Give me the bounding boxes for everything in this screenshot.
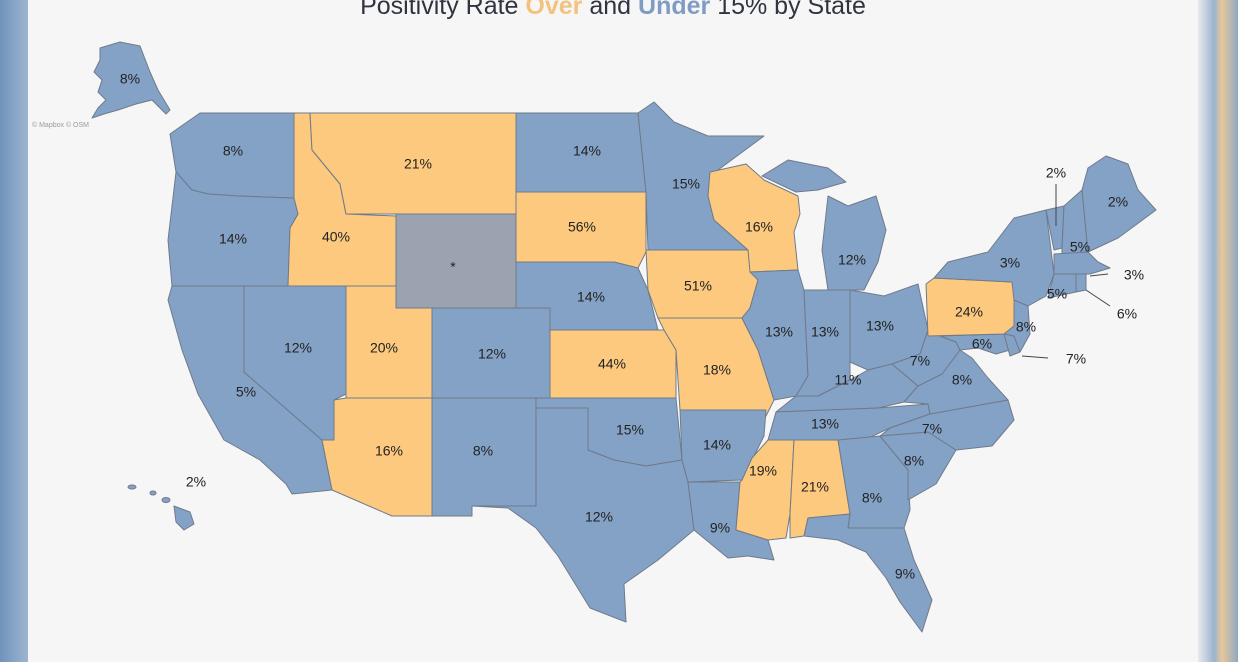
- left-edge-background: [0, 0, 28, 662]
- label-MI: 12%: [838, 252, 866, 268]
- label-ND: 14%: [573, 143, 601, 159]
- title-prefix: Positivity Rate: [360, 0, 526, 20]
- hi-island-1: [127, 484, 137, 490]
- label-AZ: 16%: [375, 443, 403, 459]
- label-GA: 8%: [862, 490, 882, 506]
- title-under: Under: [638, 0, 711, 20]
- label-ME: 2%: [1108, 194, 1128, 210]
- label-NH: 5%: [1070, 239, 1090, 255]
- label-VT: 2%: [1046, 165, 1066, 181]
- label-SC: 8%: [904, 453, 924, 469]
- right-edge-background: [1198, 0, 1238, 662]
- label-WV: 7%: [910, 353, 930, 369]
- label-CO: 12%: [478, 346, 506, 362]
- state-MI[interactable]: [761, 159, 887, 291]
- state-WI[interactable]: [707, 163, 801, 273]
- hi-island-2: [149, 490, 157, 496]
- label-MN: 15%: [672, 176, 700, 192]
- leader-ri: [1085, 289, 1111, 307]
- map-credit: © Mapbox © OSM: [32, 122, 89, 129]
- state-FL[interactable]: [803, 513, 933, 633]
- state-HI[interactable]: [173, 505, 195, 531]
- state-MA[interactable]: [1053, 251, 1111, 275]
- label-IL: 13%: [765, 324, 793, 340]
- label-WA: 8%: [223, 143, 243, 159]
- label-NJ: 8%: [1016, 319, 1036, 335]
- label-AR: 14%: [703, 437, 731, 453]
- label-DE: 7%: [1066, 351, 1086, 367]
- map-title: Positivity Rate Over and Under 15% by St…: [28, 0, 1198, 21]
- label-SD: 56%: [568, 219, 596, 235]
- label-TX: 12%: [585, 509, 613, 525]
- map-slide: Positivity Rate Over and Under 15% by St…: [28, 0, 1198, 662]
- label-OK: 15%: [616, 422, 644, 438]
- label-AK: 8%: [120, 71, 140, 87]
- label-HI: 2%: [186, 474, 206, 490]
- label-KS: 44%: [598, 356, 626, 372]
- label-AL: 21%: [801, 479, 829, 495]
- label-FL: 9%: [895, 566, 915, 582]
- hi-island-3: [161, 497, 171, 503]
- label-PA: 24%: [955, 304, 983, 320]
- label-MS: 19%: [749, 463, 777, 479]
- state-TX[interactable]: [471, 407, 695, 623]
- label-OR: 14%: [219, 231, 247, 247]
- label-NC: 7%: [922, 421, 942, 437]
- label-MD: 6%: [972, 336, 992, 352]
- title-suffix: 15% by State: [710, 0, 866, 20]
- label-NV: 12%: [284, 340, 312, 356]
- label-IN: 13%: [811, 324, 839, 340]
- label-MO: 18%: [703, 362, 731, 378]
- label-IA: 51%: [684, 278, 712, 294]
- title-over: Over: [525, 0, 583, 20]
- label-WI: 16%: [745, 219, 773, 235]
- label-CA: 5%: [236, 384, 256, 400]
- label-RI: 6%: [1117, 306, 1137, 322]
- title-mid: and: [582, 0, 639, 20]
- label-NM: 8%: [473, 443, 493, 459]
- label-KY: 11%: [835, 372, 862, 388]
- us-state-map: 8% 2% 8% 14% 5% 12% 40% 21% * 20% 16% 12…: [91, 41, 1157, 633]
- state-NJ[interactable]: [1003, 299, 1031, 353]
- label-WY: *: [450, 259, 456, 275]
- label-MT: 21%: [404, 156, 432, 172]
- label-UT: 20%: [370, 340, 398, 356]
- state-AK[interactable]: [91, 41, 171, 119]
- label-ID: 40%: [322, 229, 350, 245]
- leader-de: [1021, 355, 1049, 359]
- state-IL[interactable]: [741, 269, 809, 401]
- label-LA: 9%: [710, 520, 730, 536]
- label-NY: 3%: [1000, 255, 1020, 271]
- state-HI-group: [127, 484, 195, 531]
- label-NE: 14%: [577, 289, 605, 305]
- state-KS[interactable]: [549, 329, 677, 399]
- state-WY[interactable]: [395, 213, 517, 309]
- label-CT: 5%: [1047, 286, 1067, 302]
- state-ME[interactable]: [1081, 155, 1157, 253]
- label-TN: 13%: [811, 416, 839, 432]
- leader-ma: [1089, 273, 1109, 277]
- label-OH: 13%: [866, 318, 894, 334]
- label-VA: 8%: [952, 372, 972, 388]
- label-MA: 3%: [1124, 267, 1144, 283]
- state-RI[interactable]: [1075, 273, 1087, 293]
